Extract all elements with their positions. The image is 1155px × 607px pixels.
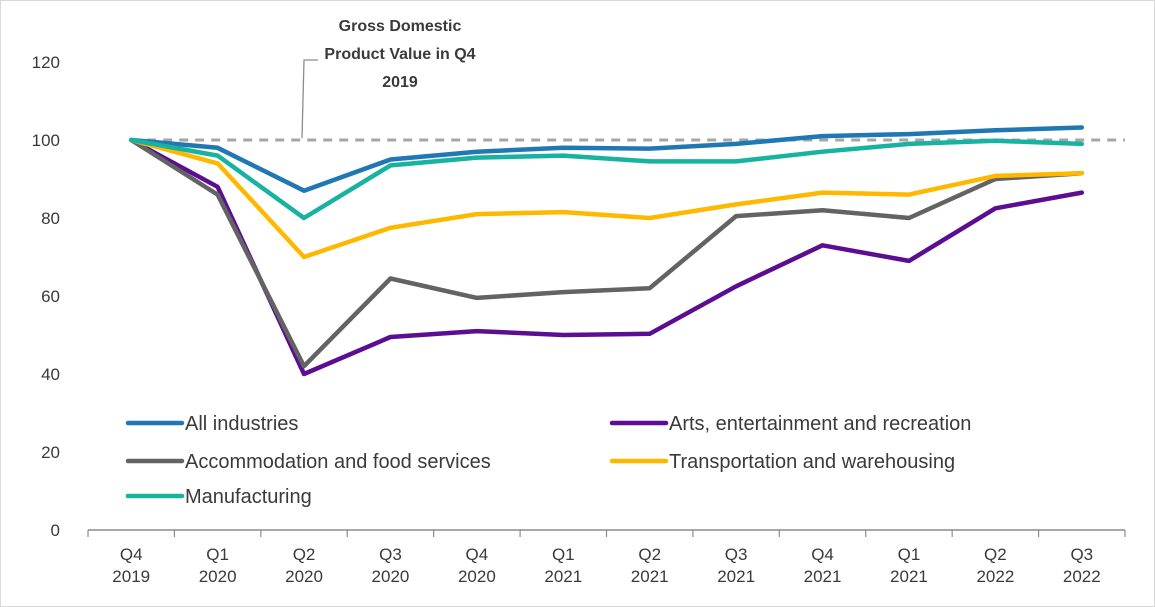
annotation-leader (301, 59, 318, 139)
y-tick-label: 20 (41, 443, 60, 462)
x-tick-label: Q4 2021 (804, 545, 842, 586)
y-tick-label: 80 (41, 209, 60, 228)
x-tick-label: Q3 2020 (372, 545, 410, 586)
x-tick-label: Q1 2021 (544, 545, 582, 586)
series-group (128, 125, 1085, 377)
series-line-transportation-and-warehousing (128, 137, 1085, 260)
series-line-all-industries (128, 125, 1085, 193)
legend-label: Accommodation and food services (185, 451, 491, 473)
x-tick-label: Q3 2021 (717, 545, 755, 586)
x-tick-label: Q4 2020 (458, 545, 496, 586)
legend: All industries Arts, entertainment and re… (125, 413, 971, 508)
y-axis-ticks: 0 20 40 60 80 100 120 (32, 53, 60, 540)
x-tick-label: Q2 2020 (285, 545, 323, 586)
reference-annotation: Gross Domestic Product Value in Q4 2019 (324, 18, 475, 91)
y-tick-label: 120 (32, 53, 60, 72)
reference-line-group: Gross Domestic Product Value in Q4 2019 (131, 18, 1125, 142)
legend-label: Transportation and warehousing (669, 451, 955, 473)
legend-label: Manufacturing (185, 486, 312, 508)
x-tick-label: Q2 2022 (976, 545, 1014, 586)
y-tick-label: 40 (41, 365, 60, 384)
series-line-accommodation-and-food-services (128, 137, 1085, 369)
x-tick-label: Q3 2022 (1063, 545, 1101, 586)
legend-label: Arts, entertainment and recreation (669, 413, 971, 435)
series-line-manufacturing (128, 137, 1085, 221)
y-tick-label: 100 (32, 131, 60, 150)
series-line-arts-entertainment-and-recreation (128, 137, 1085, 377)
y-tick-label: 0 (51, 521, 60, 540)
x-tick-label: Q4 2019 (112, 545, 150, 586)
x-axis-ticks: Q4 2019 Q1 2020 Q2 2020 Q3 2020 Q4 2020 Q1 2021 Q2 20… (87, 530, 1126, 586)
x-tick-label: Q2 2021 (631, 545, 669, 586)
legend-label: All industries (185, 413, 298, 435)
y-tick-label: 60 (41, 287, 60, 306)
x-tick-label: Q1 2021 (890, 545, 928, 586)
x-tick-label: Q1 2020 (199, 545, 237, 586)
